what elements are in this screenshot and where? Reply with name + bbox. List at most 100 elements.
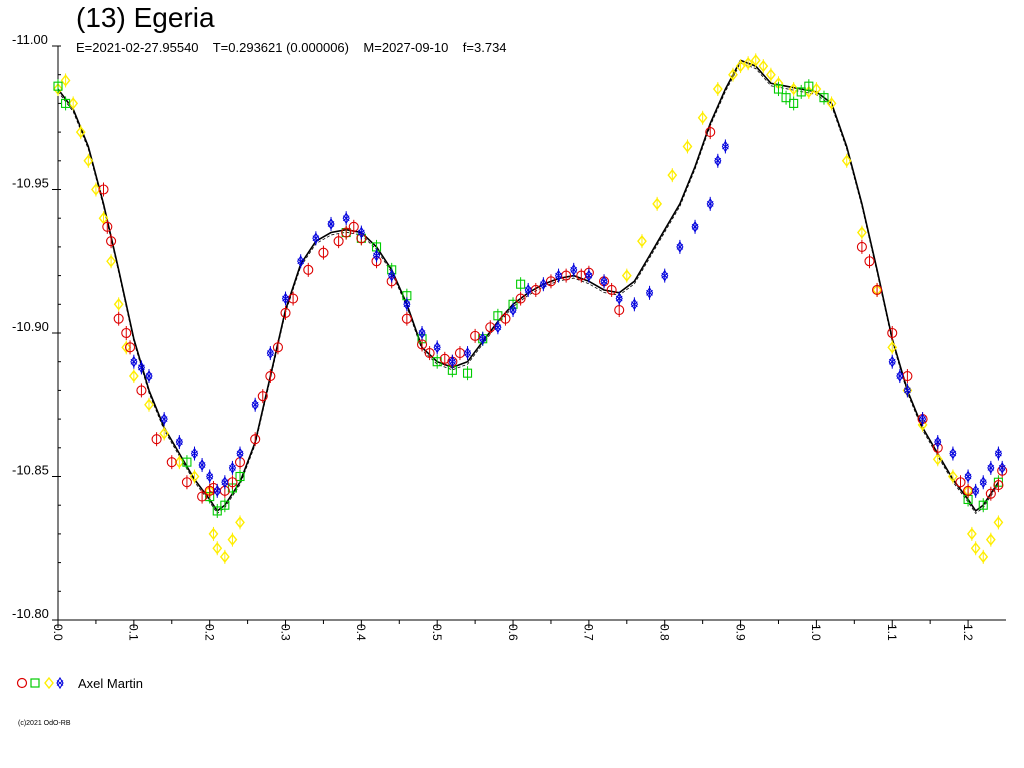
data-point: [98, 182, 109, 197]
point-marker: [98, 184, 109, 195]
point-marker: [765, 68, 776, 81]
point-marker: [206, 470, 214, 483]
point-marker: [714, 154, 722, 167]
data-point: [236, 446, 244, 461]
data-point: [145, 369, 153, 384]
point-marker: [949, 447, 957, 460]
data-point: [432, 354, 442, 369]
point-marker: [250, 434, 261, 445]
legend-marker-blue-star: [56, 676, 64, 690]
point-marker: [75, 125, 86, 139]
point-marker: [985, 488, 996, 499]
data-point: [257, 389, 268, 404]
point-marker: [819, 93, 829, 103]
data-point: [372, 248, 381, 263]
data-point: [516, 277, 526, 292]
data-point: [691, 219, 699, 234]
point-marker: [697, 111, 708, 124]
x-tick-label: 0.2: [203, 624, 217, 641]
data-point: [212, 541, 223, 556]
data-point: [266, 346, 274, 361]
data-point: [637, 234, 647, 249]
legend-markers: [16, 676, 64, 690]
point-marker: [979, 476, 987, 489]
data-point: [554, 268, 563, 283]
point-marker: [448, 355, 456, 368]
point-marker: [333, 236, 344, 247]
point-marker: [221, 476, 229, 489]
point-marker: [705, 127, 716, 138]
point-marker: [788, 82, 799, 96]
point-marker: [266, 347, 274, 360]
data-point: [645, 285, 654, 300]
data-point: [765, 67, 776, 82]
point-marker: [712, 82, 723, 96]
point-marker: [500, 313, 511, 324]
data-point: [750, 53, 761, 68]
data-point: [424, 346, 435, 361]
point-marker: [516, 279, 526, 289]
data-point: [697, 110, 708, 125]
data-point: [570, 262, 578, 277]
data-point: [121, 340, 132, 355]
point-marker: [993, 480, 1004, 491]
data-point: [327, 216, 335, 231]
data-point: [728, 67, 738, 82]
data-point: [864, 254, 875, 269]
x-tick-label: 0.4: [354, 624, 368, 641]
data-point: [796, 84, 806, 99]
data-point: [630, 297, 638, 312]
data-point: [978, 549, 989, 564]
point-marker: [68, 97, 79, 110]
data-point: [208, 526, 219, 541]
data-point: [333, 234, 344, 249]
point-marker: [811, 82, 822, 96]
data-point: [970, 541, 981, 556]
point-marker: [524, 283, 532, 296]
point-marker: [826, 97, 837, 110]
data-point: [265, 369, 276, 384]
point-marker: [509, 304, 517, 317]
data-point: [600, 274, 608, 289]
point-marker: [545, 276, 557, 287]
data-point: [312, 231, 320, 246]
data-point: [281, 291, 290, 306]
data-point: [887, 340, 898, 355]
data-point: [60, 73, 71, 88]
point-marker: [615, 292, 623, 305]
data-point: [539, 277, 547, 292]
point-marker: [212, 542, 223, 555]
data-points-layer: [53, 53, 1008, 564]
data-point: [804, 79, 814, 94]
data-point: [197, 489, 208, 504]
point-marker: [418, 327, 426, 339]
data-point: [206, 469, 214, 484]
x-tick-label: 0.6: [506, 624, 520, 641]
point-marker: [462, 368, 473, 378]
x-tick-label: 0.7: [582, 624, 596, 641]
data-point: [948, 469, 958, 484]
point-marker: [136, 385, 147, 396]
point-marker: [554, 269, 563, 282]
point-marker: [91, 183, 101, 196]
point-marker: [948, 470, 958, 483]
data-point: [136, 383, 147, 398]
data-point: [228, 460, 237, 475]
point-marker: [160, 413, 168, 426]
data-point: [357, 225, 365, 240]
point-marker: [181, 477, 192, 488]
data-point: [190, 446, 199, 461]
data-point: [896, 369, 904, 384]
point-marker: [388, 269, 396, 282]
data-point: [667, 168, 678, 183]
point-marker: [227, 533, 238, 546]
data-point: [979, 475, 987, 490]
point-marker: [841, 154, 852, 167]
point-marker: [190, 447, 199, 460]
data-point: [221, 475, 229, 490]
point-marker: [630, 298, 638, 311]
data-point: [661, 268, 669, 283]
data-point: [160, 412, 168, 427]
point-marker: [236, 447, 244, 460]
